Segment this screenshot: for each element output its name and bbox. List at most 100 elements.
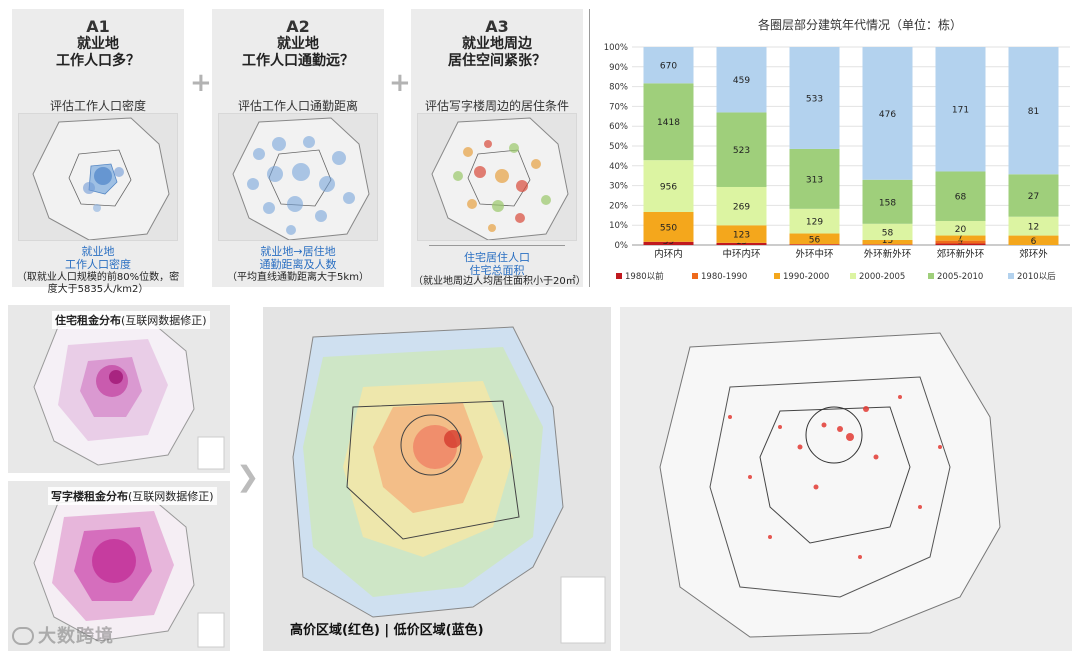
panel-caption: 就业地→居住地 通勤距离及人数 — [212, 245, 384, 271]
chart-y-axis: 0% 10% 20% 30% 40% 50% 60% 70% 80% 90% 100% — [604, 43, 628, 251]
chart-gridlines — [632, 46, 1070, 246]
data-label: 68 — [955, 193, 967, 203]
y-tick-label: 100% — [604, 43, 628, 53]
bar-segment — [935, 240, 986, 244]
data-label: 459 — [733, 76, 750, 86]
bar-segment — [862, 179, 913, 224]
note-line: （就业地周边人均居住面积小于20㎡） — [413, 276, 586, 287]
legend-swatch — [616, 273, 622, 279]
chart-x-axis: 内环内 中环内环 外环中环 外环新外环 郊环新外环 郊环外 — [654, 248, 1048, 260]
y-tick-label: 60% — [609, 122, 628, 132]
panel-subtitle: 评估工作人口通勤距离 — [237, 99, 358, 113]
map-title-text: 住宅租金分布 — [55, 314, 121, 327]
panel-code: A1 — [86, 17, 110, 36]
data-label: 59 — [663, 237, 675, 247]
chart-title: 各圈层部分建筑年代情况（单位：栋） — [758, 17, 962, 32]
arrow-right-icon: ❯ — [236, 460, 260, 493]
panel-question: 就业地周边 居住空间紧张？ — [411, 36, 583, 70]
bar-segment — [862, 244, 913, 245]
caption-line: 工作人口密度 — [65, 258, 131, 271]
data-label: 476 — [879, 110, 896, 120]
bar-segment — [789, 148, 840, 209]
y-tick-label: 50% — [609, 142, 628, 152]
bar-segment — [1008, 47, 1059, 175]
chart-legend: 1980以前 1980-1990 1990-2000 2000-2005 2005-20… — [616, 271, 1056, 282]
bar-segment — [789, 208, 840, 234]
bar-segment — [716, 225, 767, 243]
bar-segment — [862, 47, 913, 180]
legend-label: 2010以后 — [1017, 271, 1056, 282]
question-line: 就业地周边 — [462, 36, 532, 52]
bar-segment — [862, 223, 913, 240]
legend-label: 1980以前 — [625, 271, 664, 282]
panel-subtitle: 评估工作人口密度 — [49, 99, 146, 113]
caption-line: 通勤距离及人数 — [259, 258, 337, 271]
panel-code: A2 — [286, 17, 310, 36]
bar-segment — [643, 211, 694, 242]
bar-segment — [1008, 216, 1059, 236]
data-label: 12 — [1028, 223, 1039, 233]
residential-rent-map: 住宅租金分布(互联网数据修正) — [8, 305, 230, 473]
question-line: 就业地 — [77, 36, 119, 52]
caption-divider — [429, 245, 565, 246]
y-tick-label: 0% — [615, 241, 629, 251]
panel-question: 就业地 工作人口多？ — [12, 36, 184, 70]
legend-swatch — [850, 273, 856, 279]
bar-segment — [716, 112, 767, 187]
y-tick-label: 40% — [609, 162, 628, 172]
map-title-note: (互联网数据修正) — [121, 314, 207, 327]
question-line: 居住空间紧张？ — [448, 53, 546, 69]
data-label: 670 — [660, 62, 677, 72]
watermark-logo: 大数跨境 — [12, 622, 114, 648]
bar-segment — [935, 47, 986, 172]
map-title: 写字楼租金分布(互联网数据修正) — [48, 487, 217, 505]
panel-note: （就业地周边人均居住面积小于20㎡） — [413, 276, 586, 288]
note-line: （取就业人口规模的前80%位数，密 — [16, 272, 180, 283]
x-tick-label: 外环中环 — [795, 248, 833, 260]
panel-caption: 就业地 工作人口密度 — [12, 245, 184, 271]
question-line: 工作人口通勤远？ — [242, 53, 354, 69]
y-tick-label: 10% — [609, 221, 628, 231]
y-tick-label: 70% — [609, 102, 628, 112]
commute-map — [218, 113, 378, 241]
bar-segment — [716, 186, 767, 226]
building-age-chart: 各圈层部分建筑年代情况（单位：栋） 0%10%20%30%40%50%60%70… — [604, 17, 1070, 282]
bar-segment — [789, 233, 840, 245]
bar-segment — [1008, 235, 1059, 245]
data-label: 129 — [806, 218, 823, 228]
legend-label: 1980-1990 — [701, 272, 747, 282]
office-location-map-graphic — [620, 307, 1072, 651]
map-title: 住宅租金分布(互联网数据修正) — [52, 311, 210, 329]
panel-note: （平均直线通勤距离大于5km） — [214, 272, 382, 284]
housing-map-graphic — [431, 117, 569, 240]
data-label: 158 — [879, 198, 896, 208]
data-label: 171 — [952, 106, 969, 116]
note-line: （平均直线通勤距离大于5km） — [227, 272, 369, 283]
bar-segment — [935, 171, 986, 221]
watermark-text: 大数跨境 — [38, 626, 114, 647]
legend-swatch — [774, 273, 780, 279]
legend-label: 1990-2000 — [783, 272, 829, 282]
data-label: 313 — [806, 175, 823, 185]
data-label: 123 — [733, 231, 750, 241]
x-tick-label: 郊环新外环 — [937, 248, 985, 260]
data-label: 81 — [1028, 107, 1039, 117]
legend-label: 2005-2010 — [937, 272, 983, 282]
panel-question: 就业地 工作人口通勤远？ — [212, 36, 384, 70]
y-tick-label: 90% — [609, 63, 628, 73]
bar-segment — [643, 160, 694, 212]
rent-price-map — [263, 307, 611, 651]
logo-icon — [12, 627, 34, 645]
density-map-graphic — [32, 117, 170, 240]
data-label: 523 — [733, 146, 750, 156]
bar-segment — [862, 239, 913, 245]
data-label: 6 — [1031, 237, 1037, 247]
chart-bars: 5955095614186701512326952345945612931353… — [643, 47, 1059, 247]
map-title-text: 写字楼租金分布 — [51, 490, 128, 503]
plus-sign: + — [190, 68, 212, 98]
office-location-map — [620, 307, 1072, 651]
y-tick-label: 20% — [609, 201, 628, 211]
legend-swatch — [928, 273, 934, 279]
caption-line: 就业地 — [81, 245, 115, 258]
map-title-note: (互联网数据修正) — [128, 490, 214, 503]
